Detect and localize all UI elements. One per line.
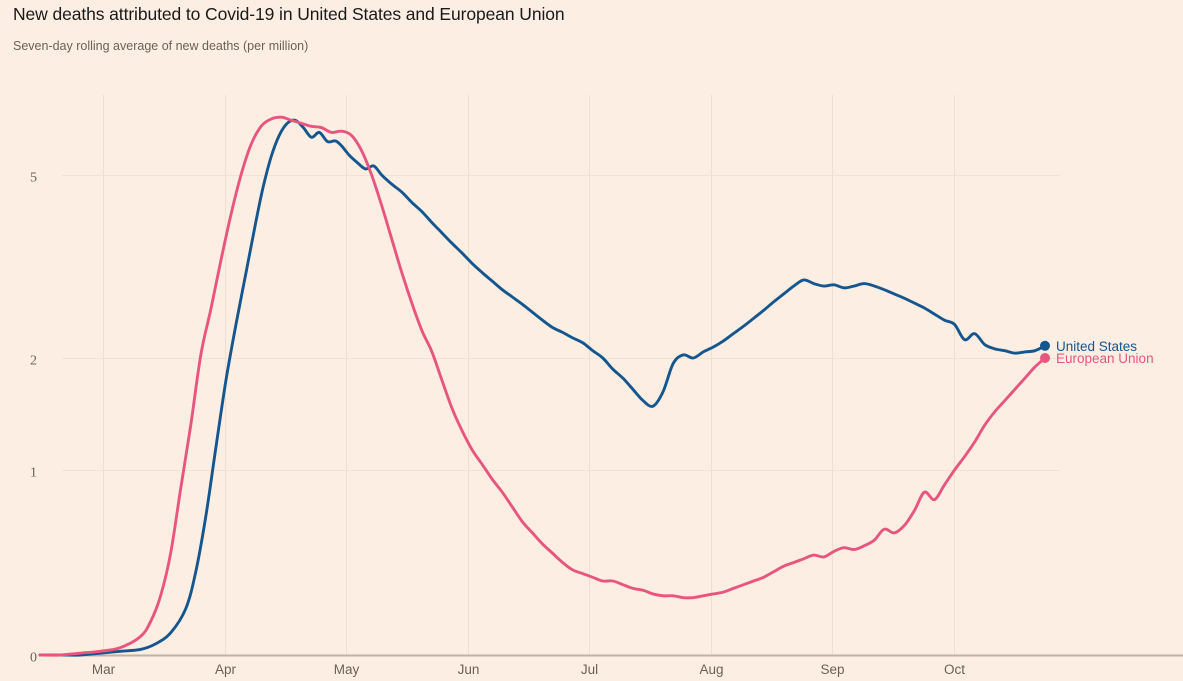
endpoint-dot-european-union <box>1040 353 1050 363</box>
y-axis-tick-label: 0 <box>30 651 37 666</box>
endpoint-dot-united-states <box>1040 340 1050 351</box>
x-axis-tick-label: Jun <box>458 662 480 677</box>
x-axis-tick-label: Mar <box>92 662 116 677</box>
y-axis-tick-label: 1 <box>30 466 37 481</box>
page-title: New deaths attributed to Covid-19 in Uni… <box>13 4 565 24</box>
series-line-european-union <box>38 115 1047 657</box>
x-axis-tick-label: Oct <box>944 662 965 677</box>
series-label-european-union: European Union <box>1056 351 1154 366</box>
x-axis-tick-label: Aug <box>699 662 723 677</box>
y-axis-tick-label: 2 <box>30 354 37 369</box>
x-axis-tick-label: Jul <box>581 662 598 677</box>
y-axis-tick-label: 5 <box>30 171 37 186</box>
series-line-united-states <box>38 118 1047 657</box>
series-label-united-states: United States <box>1056 339 1137 354</box>
data-series-group <box>38 115 1047 657</box>
gridlines-group <box>62 95 1060 655</box>
x-axis-tick-label: May <box>334 662 360 677</box>
series-endpoint-markers <box>1040 340 1050 363</box>
x-axis-tick-labels: Mar Apr May Jun Jul Aug Sep Oct <box>92 662 965 677</box>
chart-subtitle: Seven-day rolling average of new deaths … <box>13 39 309 53</box>
x-axis-tick-label: Sep <box>820 662 844 677</box>
y-axis-tick-labels: 0 1 2 5 <box>30 171 37 666</box>
x-axis-tick-label: Apr <box>215 662 237 677</box>
